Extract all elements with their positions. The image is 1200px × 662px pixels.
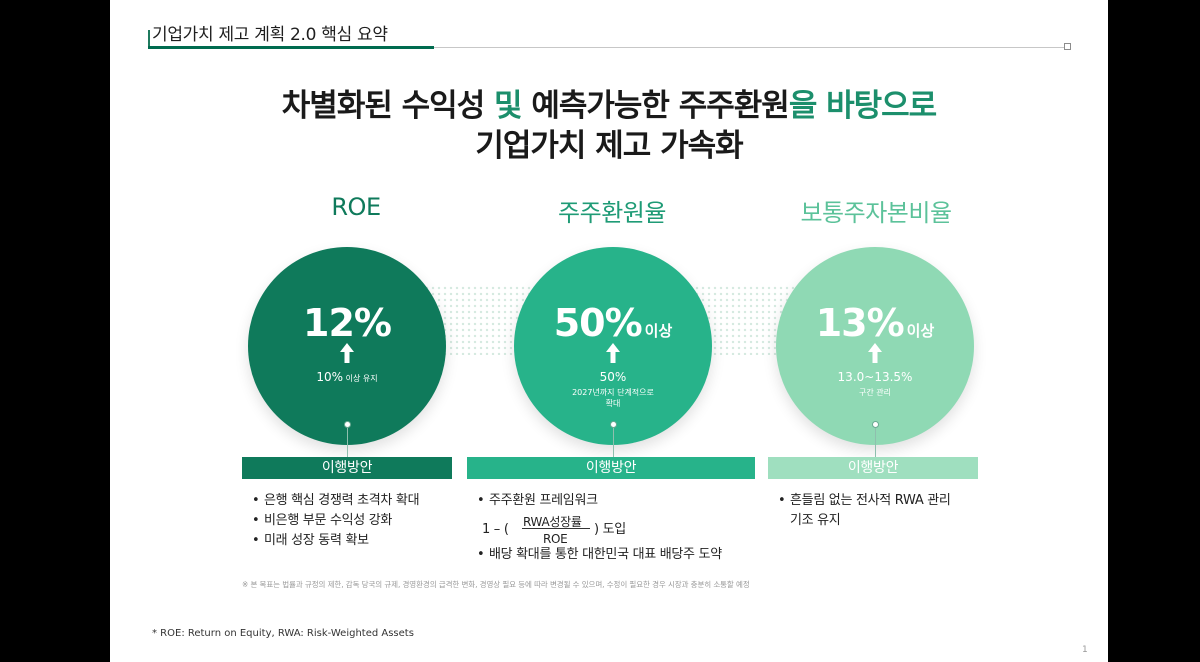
- list-item-continuation: 기조 유지: [790, 513, 841, 528]
- headline-line-2: 기업가치 제고 가속화: [475, 128, 743, 164]
- shareholder-return-target-value: 50% 이상: [514, 301, 712, 345]
- cet1-ratio-implementation-list: 흔들림 없는 전사적 RWA 관리 기조 유지: [778, 491, 951, 531]
- list-item: 미래 성장 동력 확보: [252, 531, 419, 551]
- shareholder-return-target-suffix: 이상: [644, 322, 673, 340]
- up-arrow-icon: [868, 343, 882, 363]
- header-underline: [148, 46, 434, 49]
- shareholder-return-connector-dot: [610, 421, 617, 428]
- headline-text-based-on: 을 바탕으로: [788, 88, 937, 124]
- formula-fraction-line: [522, 528, 590, 529]
- roe-sub-value: 10% 이상 유지: [248, 370, 446, 384]
- header-end-square-icon: [1064, 43, 1071, 50]
- shareholder-return-note: 2027년까지 단계적으로 확대: [514, 387, 712, 409]
- list-item: 흔들림 없는 전사적 RWA 관리: [778, 491, 951, 511]
- cet1-ratio-connector: [875, 425, 876, 457]
- shareholder-return-circle: 50% 이상 50% 2027년까지 단계적으로 확대: [514, 247, 712, 445]
- cet1-ratio-circle: 13% 이상 13.0~13.5% 구간 관리: [776, 247, 974, 445]
- shareholder-return-note-line-1: 2027년까지 단계적으로: [572, 388, 654, 397]
- headline-text-differentiated: 차별화된 수익성: [281, 88, 485, 124]
- shareholder-return-implementation-list: 주주환원 프레임워크 1 – ( RWA성장률 ROE ) 도입 배당 확대를 …: [477, 491, 722, 565]
- cet1-ratio-title: 보통주자본비율: [800, 199, 952, 227]
- headline-text-and: 및: [484, 88, 532, 124]
- header-divider: [434, 47, 1064, 48]
- cet1-ratio-target-value: 13% 이상: [776, 301, 974, 345]
- page-title: 기업가치 제고 계획 2.0 핵심 요약: [152, 25, 388, 45]
- list-item: 배당 확대를 통한 대한민국 대표 배당주 도약: [477, 545, 722, 565]
- up-arrow-icon: [606, 343, 620, 363]
- formula-denominator: ROE: [543, 532, 568, 546]
- cet1-ratio-target-number: 13%: [815, 301, 905, 345]
- roe-sub-caption: 이상 유지: [343, 374, 378, 383]
- cet1-ratio-connector-dot: [872, 421, 879, 428]
- list-item: 주주환원 프레임워크: [477, 491, 722, 511]
- up-arrow-icon: [340, 343, 354, 363]
- roe-target-value: 12%: [248, 301, 446, 345]
- headline-line-1: 차별화된 수익성 및 예측가능한 주주환원을 바탕으로: [110, 80, 1108, 125]
- cet1-ratio-target-suffix: 이상: [906, 322, 935, 340]
- cet1-ratio-note: 구간 관리: [859, 388, 891, 397]
- list-item: 은행 핵심 경쟁력 초격차 확대: [252, 491, 420, 511]
- roe-target-number: 12%: [303, 301, 392, 345]
- roe-implementation-list: 은행 핵심 경쟁력 초격차 확대 비은행 부문 수익성 강화 미래 성장 동력 …: [252, 491, 420, 551]
- headline-text-shareholder-return: 예측가능한 주주환원: [531, 88, 789, 124]
- page-number: 1: [1082, 645, 1088, 655]
- roe-connector-dot: [344, 421, 351, 428]
- roe-implementation-label: 이행방안: [242, 457, 452, 479]
- slide: 기업가치 제고 계획 2.0 핵심 요약 차별화된 수익성 및 예측가능한 주주…: [110, 0, 1108, 662]
- cet1-ratio-sub-value: 13.0~13.5%: [837, 370, 913, 384]
- header-accent-tick: [148, 30, 150, 46]
- shareholder-return-target-number: 50%: [553, 301, 643, 345]
- disclaimer-note: ※ 본 목표는 법률과 규정의 제한, 감독 당국의 규제, 경영환경의 급격한…: [242, 580, 750, 589]
- roe-title: ROE: [331, 193, 381, 221]
- roe-sub-number: 10%: [316, 370, 344, 384]
- shareholder-return-sub-value: 50%: [599, 370, 627, 384]
- formula-suffix: ) 도입: [594, 522, 626, 537]
- shareholder-return-formula: 1 – ( RWA성장률 ROE ) 도입: [477, 511, 722, 546]
- formula-numerator: RWA성장률: [523, 515, 582, 529]
- list-item: 비은행 부문 수익성 강화: [252, 511, 419, 531]
- shareholder-return-title: 주주환원율: [558, 199, 666, 227]
- shareholder-return-implementation-label: 이행방안: [467, 457, 755, 479]
- shareholder-return-connector: [613, 425, 614, 457]
- cet1-ratio-implementation-label: 이행방안: [768, 457, 978, 479]
- abbreviation-note: * ROE: Return on Equity, RWA: Risk-Weigh…: [152, 628, 414, 639]
- roe-circle: 12% 10% 이상 유지: [248, 247, 446, 445]
- formula-prefix: 1 – (: [482, 522, 509, 537]
- shareholder-return-note-line-2: 확대: [605, 399, 621, 408]
- roe-connector: [347, 425, 348, 457]
